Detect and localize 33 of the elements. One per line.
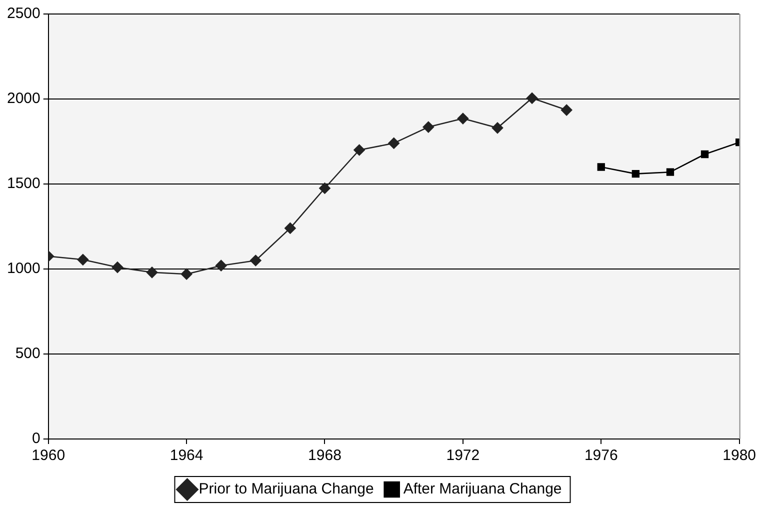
point <box>146 266 158 278</box>
y-tick-label: 500 <box>15 345 40 362</box>
y-tick-label: 1500 <box>6 175 40 192</box>
x-tick-label: 1980 <box>722 447 756 464</box>
point <box>457 112 469 124</box>
x-tick-label: 1972 <box>446 447 480 464</box>
x-tick-label: 1968 <box>308 447 342 464</box>
x-tick-label: 1976 <box>584 447 618 464</box>
point <box>666 168 674 176</box>
point <box>180 268 192 280</box>
point <box>77 254 89 266</box>
point <box>250 254 262 266</box>
legend-label: After Marijuana Change <box>403 480 562 498</box>
point <box>215 260 227 272</box>
point <box>700 150 709 158</box>
point <box>319 182 330 194</box>
x-tick-label: 1964 <box>170 447 204 464</box>
point <box>422 121 434 133</box>
point <box>597 163 605 171</box>
point <box>112 262 124 273</box>
point <box>284 222 296 234</box>
y-tick-label: 0 <box>32 430 40 448</box>
y-tick-label: 2500 <box>6 5 40 22</box>
legend-label: Prior to Marijuana Change <box>198 480 374 498</box>
point <box>526 92 538 104</box>
y-tick-label: 2000 <box>6 90 40 108</box>
point <box>560 104 572 116</box>
x-tick-label: 1960 <box>32 447 66 464</box>
y-tick-label: 1000 <box>6 260 40 278</box>
point <box>388 138 400 149</box>
point <box>354 144 365 156</box>
point <box>632 170 640 178</box>
point <box>492 122 504 134</box>
